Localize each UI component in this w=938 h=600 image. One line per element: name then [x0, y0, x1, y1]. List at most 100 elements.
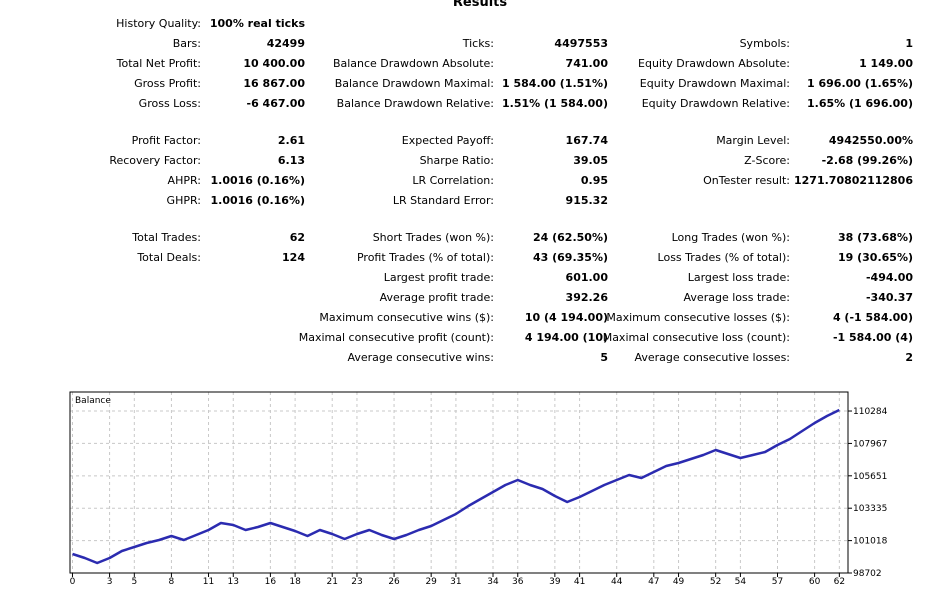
field-label: OnTester result:: [703, 174, 790, 187]
x-tick-label: 36: [512, 577, 524, 587]
x-tick-label: 39: [549, 577, 561, 587]
y-tick-label: 107967: [853, 439, 887, 449]
field-label: Balance Drawdown Relative:: [337, 97, 494, 110]
field-label: Margin Level:: [716, 134, 790, 147]
field-label: Bars:: [173, 37, 201, 50]
field-value: 1 584.00 (1.51%): [502, 77, 608, 90]
field-label: Expected Payoff:: [402, 134, 494, 147]
field-label: Largest profit trade:: [384, 271, 494, 284]
field-value: 19 (30.65%): [838, 251, 913, 264]
field-value: 741.00: [566, 57, 609, 70]
field-value: -2.68 (99.26%): [822, 154, 913, 167]
field-value: 42499: [267, 37, 305, 50]
field-label: Largest loss trade:: [688, 271, 790, 284]
field-value: 24 (62.50%): [533, 231, 608, 244]
field-value: -340.37: [866, 291, 913, 304]
field-value: 5: [600, 351, 608, 364]
field-label: Profit Trades (% of total):: [357, 251, 494, 264]
field-label: Sharpe Ratio:: [420, 154, 494, 167]
field-value: 1 696.00 (1.65%): [807, 77, 913, 90]
x-tick-label: 41: [574, 577, 585, 587]
field-label: Total Deals:: [136, 251, 201, 264]
balance-chart: 98702 101018 103335 105651 107967 110284 0 3 5 8 1…: [69, 391, 888, 587]
field-value: 1.0016 (0.16%): [211, 194, 306, 207]
y-tick-label: 103335: [853, 504, 887, 514]
x-tick-label: 47: [648, 577, 659, 587]
field-value: 16 867.00: [243, 77, 305, 90]
x-tick-label: 31: [450, 577, 461, 587]
plot-area: [70, 392, 848, 573]
field-value: 1 149.00: [859, 57, 913, 70]
field-value: 2: [905, 351, 913, 364]
x-tick-label: 60: [809, 577, 821, 587]
field-label: Long Trades (won %):: [672, 231, 790, 244]
y-tick-label: 105651: [853, 472, 887, 482]
x-tick-label: 0: [70, 577, 76, 587]
x-tick-label: 29: [425, 577, 437, 587]
field-label: LR Correlation:: [412, 174, 494, 187]
field-label: Maximal consecutive loss (count):: [603, 331, 790, 344]
field-value: 124: [282, 251, 305, 264]
field-label: Maximal consecutive profit (count):: [299, 331, 494, 344]
report-table: History Quality: 100% real ticks Bars: 4249…: [109, 17, 913, 364]
report-title: Results: [453, 0, 507, 10]
plot-frame: [69, 391, 849, 574]
field-value: 10 400.00: [243, 57, 305, 70]
field-value: 39.05: [573, 154, 608, 167]
field-label: Profit Factor:: [132, 134, 201, 147]
field-label: Gross Profit:: [134, 77, 201, 90]
x-tick-label: 54: [735, 577, 747, 587]
field-value: 100% real ticks: [210, 17, 306, 30]
field-value: 392.26: [566, 291, 609, 304]
field-value: 4497553: [554, 37, 608, 50]
field-label: Symbols:: [740, 37, 790, 50]
field-label: Maximum consecutive losses ($):: [606, 311, 790, 324]
field-value: 1.65% (1 696.00): [807, 97, 913, 110]
legend-label: Balance: [75, 396, 111, 406]
x-tick-label: 62: [834, 577, 845, 587]
field-value: 4942550.00%: [829, 134, 913, 147]
field-label: Maximum consecutive wins ($):: [319, 311, 494, 324]
field-label: Average consecutive losses:: [634, 351, 790, 364]
field-label: Loss Trades (% of total):: [658, 251, 790, 264]
x-tick-label: 23: [351, 577, 362, 587]
field-label: Short Trades (won %):: [373, 231, 494, 244]
x-tick-label: 26: [388, 577, 400, 587]
field-value: 1: [905, 37, 913, 50]
field-value: 1271.70802112806: [794, 174, 913, 187]
field-label: Balance Drawdown Maximal:: [335, 77, 494, 90]
field-value: 38 (73.68%): [838, 231, 913, 244]
field-value: 10 (4 194.00): [525, 311, 608, 324]
x-tick-label: 57: [772, 577, 783, 587]
field-value: 1.0016 (0.16%): [211, 174, 306, 187]
field-label: Average consecutive wins:: [347, 351, 494, 364]
field-value: 6.13: [278, 154, 305, 167]
field-value: 4 194.00 (10): [525, 331, 608, 344]
x-tick-label: 13: [228, 577, 239, 587]
field-value: 4 (-1 584.00): [833, 311, 913, 324]
field-value: 1.51% (1 584.00): [502, 97, 608, 110]
field-label: Equity Drawdown Maximal:: [640, 77, 790, 90]
field-label: Average loss trade:: [684, 291, 790, 304]
field-value: 0.95: [581, 174, 608, 187]
x-tick-label: 11: [203, 577, 214, 587]
x-tick-label: 5: [131, 577, 137, 587]
field-value: -6 467.00: [247, 97, 306, 110]
x-tick-label: 49: [673, 577, 685, 587]
x-tick-label: 16: [265, 577, 277, 587]
field-value: 62: [290, 231, 305, 244]
field-value: 167.74: [566, 134, 609, 147]
x-tick-label: 3: [107, 577, 113, 587]
field-label: Balance Drawdown Absolute:: [333, 57, 494, 70]
y-tick-label: 98702: [853, 569, 882, 579]
y-tick-label: 101018: [853, 537, 888, 547]
field-value: -1 584.00 (4): [833, 331, 913, 344]
field-label: Equity Drawdown Absolute:: [638, 57, 790, 70]
x-tick-label: 44: [611, 577, 623, 587]
x-tick-label: 52: [710, 577, 721, 587]
x-tick-label: 34: [487, 577, 499, 587]
field-label: Ticks:: [462, 37, 494, 50]
field-label: Average profit trade:: [380, 291, 494, 304]
field-label: LR Standard Error:: [393, 194, 494, 207]
